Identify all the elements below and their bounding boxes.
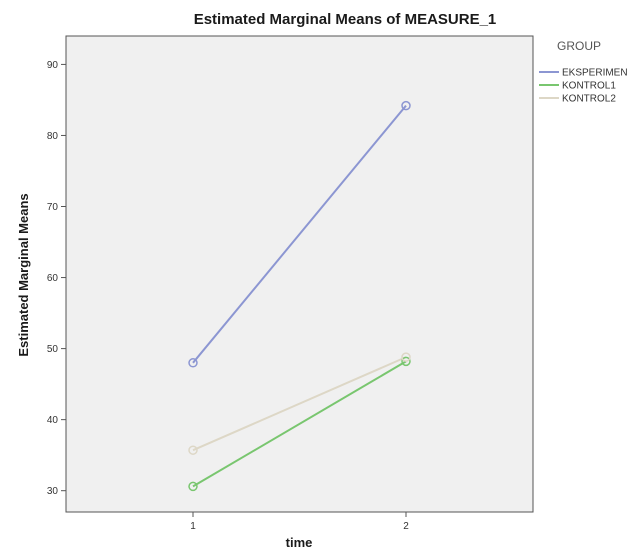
- y-tick-label: 30: [47, 486, 59, 497]
- y-tick-label: 70: [47, 202, 59, 213]
- legend-entry: EKSPERIMEN: [562, 68, 628, 79]
- y-tick-label: 90: [47, 60, 59, 71]
- y-tick-label: 60: [47, 273, 59, 284]
- legend: GROUP EKSPERIMEN KONTROL1 KONTROL2: [539, 39, 628, 105]
- y-tick-label: 50: [47, 344, 59, 355]
- chart-title: Estimated Marginal Means of MEASURE_1: [194, 11, 497, 28]
- legend-items: EKSPERIMEN KONTROL1 KONTROL2: [539, 68, 628, 105]
- x-axis-label: time: [286, 535, 313, 550]
- data-point-eksperimen: [188, 358, 198, 368]
- legend-entry: KONTROL1: [562, 81, 616, 92]
- legend-entry: KONTROL2: [562, 94, 616, 105]
- data-point-kontrol2: [401, 352, 411, 362]
- data-point-kontrol2: [188, 445, 198, 455]
- y-axis: 30 40 50 60 70 80 90: [47, 60, 66, 497]
- plot-area: [65, 35, 534, 513]
- series-line-kontrol2: [192, 356, 407, 452]
- y-tick-label: 80: [47, 131, 59, 142]
- series-line-kontrol1: [192, 360, 407, 488]
- series-line-eksperimen: [192, 104, 407, 364]
- x-tick-label: 2: [403, 521, 409, 532]
- legend-title: GROUP: [557, 39, 601, 53]
- series-points: [188, 100, 411, 492]
- data-point-kontrol1: [401, 356, 411, 367]
- data-point-eksperimen: [401, 100, 411, 111]
- y-axis-label: Estimated Marginal Means: [16, 193, 31, 356]
- y-tick-label: 40: [47, 415, 59, 426]
- x-tick-label: 1: [190, 521, 196, 532]
- series-lines: [192, 104, 407, 488]
- data-point-kontrol1: [188, 481, 198, 492]
